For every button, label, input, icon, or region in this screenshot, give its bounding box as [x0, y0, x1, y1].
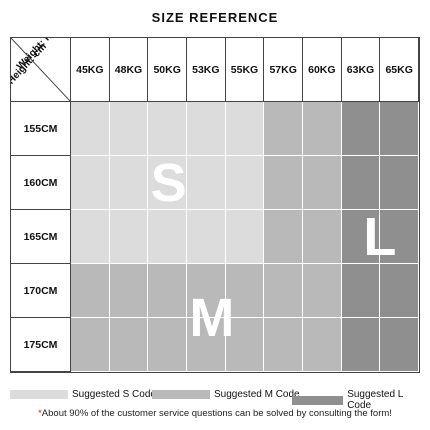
legend-label-m: Suggested M Code — [214, 389, 300, 400]
size-cell-175cm-55kg — [225, 318, 265, 372]
zone-letter-s: S — [150, 153, 187, 213]
size-cell-165cm-45kg — [71, 210, 110, 264]
legend-swatch-l — [292, 395, 344, 405]
size-cell-160cm-63kg — [341, 156, 381, 210]
size-cell-170cm-55kg — [225, 264, 265, 318]
size-cell-170cm-57kg — [264, 264, 303, 318]
size-cell-165cm-55kg — [225, 210, 265, 264]
height-header-165cm: 165CM — [11, 210, 71, 264]
height-header-175cm: 175CM — [11, 318, 71, 372]
weight-header-53kg: 53KG — [187, 38, 226, 102]
size-cell-170cm-65kg — [380, 264, 419, 318]
size-grid: Weight: kg Height: cm 45KG 48KG 50KG 53KG 55… — [10, 37, 420, 373]
size-cell-170cm-53kg — [187, 264, 226, 318]
size-cell-155cm-45kg — [71, 102, 110, 156]
size-cell-155cm-53kg — [187, 102, 226, 156]
weight-header-63kg: 63KG — [341, 38, 381, 102]
size-cell-160cm-57kg — [264, 156, 303, 210]
size-cell-155cm-60kg — [303, 102, 342, 156]
size-cell-170cm-63kg — [341, 264, 381, 318]
size-cell-155cm-65kg — [380, 102, 419, 156]
weight-header-57kg: 57KG — [264, 38, 303, 102]
size-cell-170cm-50kg — [148, 264, 187, 318]
size-cell-175cm-57kg — [264, 318, 303, 372]
footnote: *About 90% of the customer service quest… — [0, 408, 430, 419]
size-cell-165cm-60kg — [303, 210, 342, 264]
size-cell-155cm-63kg — [341, 102, 381, 156]
legend-item-l: Suggested L Code — [292, 389, 420, 411]
legend-label-l: Suggested L Code — [347, 389, 403, 411]
legend-item-s: Suggested S Code — [10, 389, 156, 400]
size-cell-165cm-65kg — [380, 210, 419, 264]
weight-header-48kg: 48KG — [109, 38, 149, 102]
size-cell-160cm-50kg — [148, 156, 187, 210]
zone-letter-l: L — [363, 207, 397, 267]
size-cell-175cm-60kg — [303, 318, 342, 372]
size-cell-170cm-48kg — [109, 264, 149, 318]
size-cell-160cm-65kg — [380, 156, 419, 210]
height-header-170cm: 170CM — [11, 264, 71, 318]
size-cell-160cm-53kg — [187, 156, 226, 210]
legend-item-m: Suggested M Code — [152, 389, 300, 400]
zone-letter-m: M — [189, 288, 235, 348]
size-cell-165cm-50kg — [148, 210, 187, 264]
size-cell-175cm-45kg — [71, 318, 110, 372]
size-cell-175cm-65kg — [380, 318, 419, 372]
height-header-155cm: 155CM — [11, 102, 71, 156]
size-cell-170cm-60kg — [303, 264, 342, 318]
legend-label-s: Suggested S Code — [72, 389, 156, 400]
weight-header-55kg: 55KG — [225, 38, 265, 102]
size-cell-155cm-57kg — [264, 102, 303, 156]
weight-header-45kg: 45KG — [71, 38, 110, 102]
size-cell-160cm-60kg — [303, 156, 342, 210]
size-cell-175cm-53kg — [187, 318, 226, 372]
size-cell-165cm-48kg — [109, 210, 149, 264]
legend: Suggested S Code Suggested M Code Suggeste… — [10, 389, 420, 411]
size-cell-160cm-45kg — [71, 156, 110, 210]
corner-header: Weight: kg Height: cm — [11, 38, 71, 102]
size-cell-165cm-53kg — [187, 210, 226, 264]
size-cell-165cm-57kg — [264, 210, 303, 264]
weight-header-65kg: 65KG — [380, 38, 419, 102]
footnote-text: About 90% of the customer service questi… — [41, 408, 392, 419]
size-cell-155cm-48kg — [109, 102, 149, 156]
size-cell-175cm-48kg — [109, 318, 149, 372]
size-cell-155cm-55kg — [225, 102, 265, 156]
corner-diagonal — [11, 38, 70, 101]
size-cell-165cm-63kg — [341, 210, 381, 264]
weight-header-60kg: 60KG — [303, 38, 342, 102]
height-header-160cm: 160CM — [11, 156, 71, 210]
weight-header-50kg: 50KG — [148, 38, 187, 102]
size-cell-175cm-63kg — [341, 318, 381, 372]
size-cell-170cm-45kg — [71, 264, 110, 318]
size-cell-155cm-50kg — [148, 102, 187, 156]
chart-title: SIZE REFERENCE — [151, 10, 279, 25]
size-cell-160cm-48kg — [109, 156, 149, 210]
legend-swatch-s — [10, 390, 68, 399]
size-cell-175cm-50kg — [148, 318, 187, 372]
legend-swatch-m — [152, 390, 210, 399]
footnote-star: * — [38, 408, 42, 419]
size-cell-160cm-55kg — [225, 156, 265, 210]
